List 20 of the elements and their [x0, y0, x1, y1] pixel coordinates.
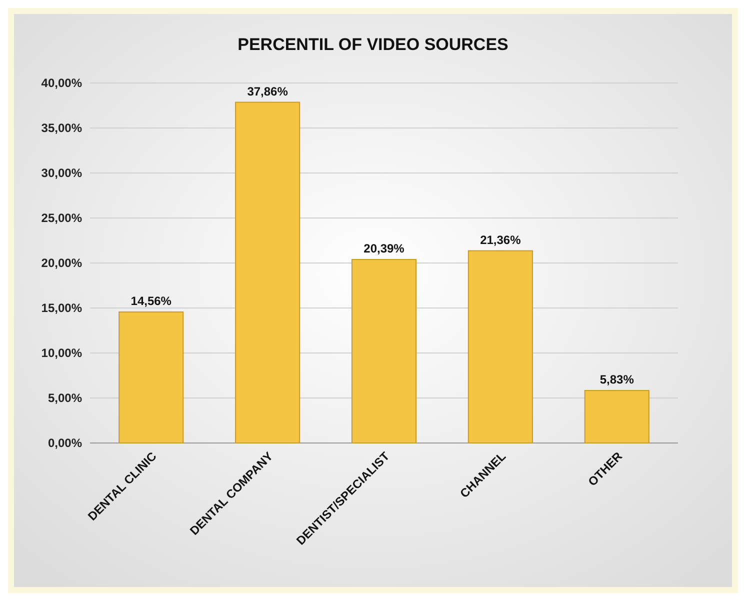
y-tick-label: 30,00%	[41, 166, 82, 180]
y-tick-label: 35,00%	[41, 121, 82, 136]
bar	[468, 250, 533, 444]
chart-title: PERCENTIL OF VIDEO SOURCES	[238, 35, 508, 54]
data-label: 20,39%	[364, 241, 405, 256]
bar	[584, 390, 650, 444]
data-label: 14,56%	[130, 294, 172, 308]
y-tick-label: 0,00%	[48, 436, 82, 450]
data-label: 5,83%	[600, 372, 634, 387]
y-tick-label: 10,00%	[41, 346, 82, 360]
y-tick-label: 5,00%	[48, 391, 82, 406]
y-tick-label: 25,00%	[41, 211, 82, 226]
y-tick-label: 15,00%	[41, 301, 82, 316]
y-tick-label: 20,00%	[41, 256, 82, 270]
y-tick-label: 40,00%	[41, 76, 82, 90]
bar	[351, 258, 417, 444]
data-label: 21,36%	[480, 232, 522, 247]
data-label: 37,86%	[247, 84, 288, 98]
bar	[118, 311, 184, 444]
bar	[235, 102, 300, 444]
